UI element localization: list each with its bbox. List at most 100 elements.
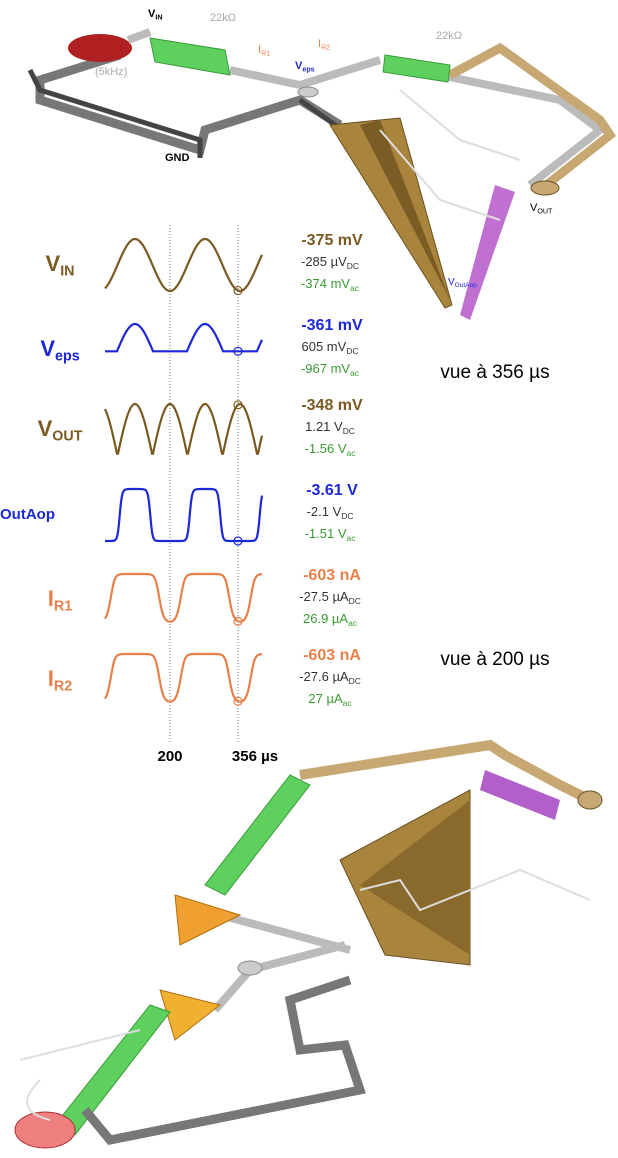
label-text: 1.21 V [305,419,343,434]
label-text: vue à 356 µs [440,362,549,383]
label-sub: OUT [52,428,82,444]
label: IR2 [318,38,330,51]
label: 200 [157,748,182,765]
label-text: -603 nA [303,647,361,664]
label-text: V [46,251,61,276]
label: -27.5 µADC [299,589,361,606]
source [68,34,132,62]
label-sub: IN [155,13,162,21]
label-text: -1.56 V [305,441,347,456]
label-text: (5kHz) [95,66,127,78]
label-text: 26.9 µA [303,611,348,626]
label-sub: DC [349,596,361,606]
label-sub: R1 [261,49,270,57]
node [578,791,602,809]
waveform [105,489,262,541]
waveform [105,654,262,702]
label: (5kHz) [95,66,127,78]
label: -603 nA [303,647,361,664]
label-text: -361 mV [301,317,363,334]
label-text: -285 µV [301,254,347,269]
label-text: 22kΩ [436,30,462,42]
label: vue à 356 µs [440,362,549,383]
label: 22kΩ [210,12,236,24]
label: 605 mVDC [302,339,359,356]
label: -1.51 Vac [305,526,356,543]
label: 22kΩ [436,30,462,42]
label-text: -603 nA [303,567,361,584]
label: -348 mV [301,397,363,414]
label: vue à 200 µs [440,649,549,670]
label-text: V [40,336,55,361]
label-text: 356 µs [232,748,278,765]
label: 27 µAac [308,691,351,708]
label-sub: DC [346,346,358,356]
label: -285 µVDC [301,254,359,271]
label: IR1 [48,586,72,615]
label: -967 mVac [301,361,359,378]
label-text: -27.6 µA [299,669,349,684]
label-text: 22kΩ [210,12,236,24]
label-sub: OutAop [455,282,477,289]
output-arrow [460,185,515,320]
label: OutAop [0,506,55,523]
label: 356 µs [232,748,278,765]
label-sub: DC [347,261,359,271]
label: -375 mV [301,232,363,249]
label: -3.61 V [306,482,358,499]
label-text: 200 [157,748,182,765]
label-text: -2.1 V [307,504,342,519]
source [15,1112,75,1148]
label-sub: DC [349,676,361,686]
label-text: 27 µA [308,691,343,706]
label-sub: ac [350,368,359,378]
node [238,961,262,975]
label-sub: DC [341,511,353,521]
label-text: OutAop [0,506,55,523]
label-text: vue à 200 µs [440,649,549,670]
label: -374 mVac [301,276,359,293]
resistor [150,38,230,75]
label: -603 nA [303,567,361,584]
label-sub: eps [302,65,314,73]
node [298,87,318,97]
resistor [383,55,450,82]
label: VIN [148,8,163,21]
label-sub: R1 [54,598,72,614]
label-sub: R2 [321,43,330,51]
label: VOUT [38,416,83,445]
label-sub: R2 [54,678,72,694]
label-text: -375 mV [301,232,363,249]
label: -2.1 VDC [307,504,354,521]
wire [215,915,350,1010]
resistor [205,775,310,895]
label: VOUT [530,202,553,215]
label: -1.56 Vac [305,441,356,458]
label-text: GND [165,152,190,164]
label-text: -374 mV [301,276,350,291]
label-text: -1.51 V [305,526,347,541]
label-text: -967 mV [301,361,350,376]
label: 26.9 µAac [303,611,357,628]
node [531,181,559,195]
label-sub: DC [343,426,355,436]
label: GND [165,152,190,164]
label-sub: ac [350,283,359,293]
wire-gold [300,745,590,800]
label-sub: ac [343,698,352,708]
label: Veps [40,336,79,365]
resistor [55,1005,170,1135]
label-sub: eps [55,348,80,364]
label-text: -348 mV [301,397,363,414]
label-sub: OUT [537,207,553,215]
waveforms [105,225,262,742]
label-text: V [38,416,53,441]
circuit-bottom [15,745,602,1148]
label: IR2 [48,666,72,695]
label: IR1 [258,44,270,57]
label: 1.21 VDC [305,419,355,436]
label-sub: ac [347,448,356,458]
label: -361 mV [301,317,363,334]
label-sub: ac [348,618,357,628]
label-text: -27.5 µA [299,589,349,604]
